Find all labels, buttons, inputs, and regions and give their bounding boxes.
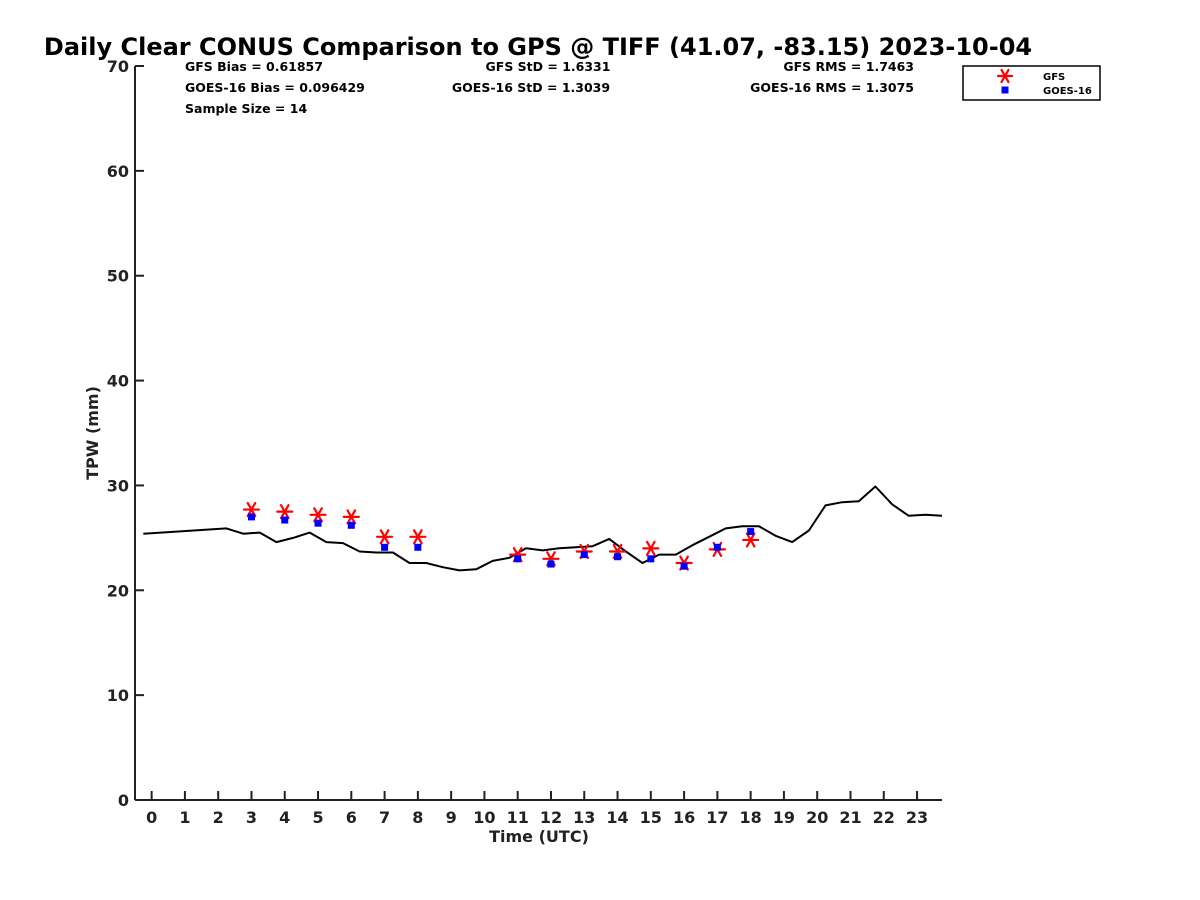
legend: GFS GOES-16 [962,65,1101,101]
x-tick-label: 15 [640,808,662,827]
goes-rms-text: GOES-16 RMS = 1.3075 [750,80,914,95]
x-tick-label: 23 [906,808,928,827]
x-tick-label: 10 [473,808,495,827]
x-tick-label: 20 [806,808,828,827]
x-tick-label: 8 [412,808,423,827]
y-axis-label: TPW (mm) [83,386,102,480]
x-tick-label: 21 [839,808,861,827]
gfs-bias-text: GFS Bias = 0.61857 [185,59,323,74]
y-tick-label: 20 [107,581,129,600]
x-tick-label: 0 [146,808,157,827]
goes16-point [381,543,389,551]
x-tick-label: 16 [673,808,695,827]
legend-goes16-marker [1001,86,1009,94]
sample-size-text: Sample Size = 14 [185,101,307,116]
y-tick-label: 10 [107,686,129,705]
legend-gfs-marker [996,68,1014,84]
x-tick-label: 14 [606,808,628,827]
x-tick-label: 6 [346,808,357,827]
y-tick-label: 70 [107,57,129,76]
x-tick-label: 4 [279,808,290,827]
goes16-point [580,551,588,559]
goes16-point [713,543,721,551]
x-tick-label: 12 [540,808,562,827]
x-tick-label: 11 [507,808,529,827]
goes-bias-text: GOES-16 Bias = 0.096429 [185,80,365,95]
legend-gfs-label: GFS [1043,72,1065,83]
goes16-point [514,555,522,563]
x-tick-label: 1 [179,808,190,827]
x-tick-label: 19 [773,808,795,827]
goes16-point [614,553,622,561]
y-tick-label: 0 [118,791,129,810]
x-tick-label: 7 [379,808,390,827]
y-tick-label: 50 [107,267,129,286]
y-tick-label: 60 [107,162,129,181]
gfs-point [742,532,760,548]
goes16-point [747,528,755,536]
gfs-rms-text: GFS RMS = 1.7463 [783,59,914,74]
plot-area [143,485,943,572]
legend-goes16-label: GOES-16 [1043,86,1092,97]
gfs-point [342,509,360,525]
gfs-point [409,529,427,545]
x-tick-label: 22 [873,808,895,827]
y-tick-label: 40 [107,372,129,391]
gfs-point [642,540,660,556]
goes16-point [647,555,655,563]
goes16-point [281,516,289,524]
goes16-point [247,513,255,521]
chart-title: Daily Clear CONUS Comparison to GPS @ TI… [44,33,1032,61]
goes-std-text: GOES-16 StD = 1.3039 [452,80,610,95]
gps-tpw-line [143,485,943,572]
x-tick-label: 2 [213,808,224,827]
gfs-point [276,504,294,520]
y-tick-label: 30 [107,476,129,495]
legend-box [962,65,1101,101]
x-tick-label: 13 [573,808,595,827]
x-tick-label: 3 [246,808,257,827]
gfs-point [375,529,394,545]
x-tick-label: 9 [446,808,457,827]
goes16-point [414,543,422,551]
goes16-point [547,560,555,568]
goes16-point [347,521,355,529]
x-tick-label: 5 [312,808,323,827]
gfs-std-text: GFS StD = 1.6331 [486,59,611,74]
x-tick-label: 18 [740,808,762,827]
x-axis-label: Time (UTC) [489,827,589,846]
goes16-point [680,562,688,570]
x-tick-label: 17 [706,808,728,827]
stats-block: GFS Bias = 0.61857 GOES-16 Bias = 0.0964… [185,59,914,116]
goes16-point [314,519,322,527]
gfs-point [309,507,327,523]
